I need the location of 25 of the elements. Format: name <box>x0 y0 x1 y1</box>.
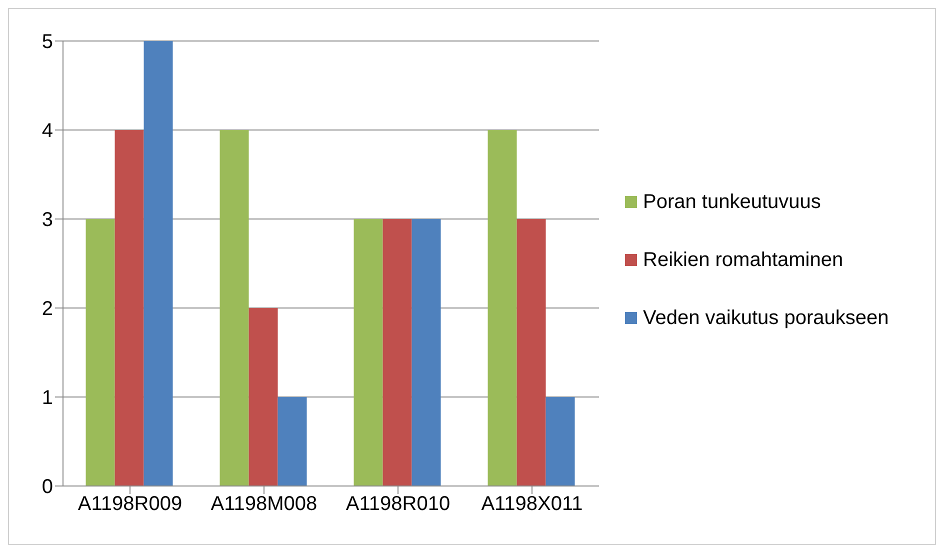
bar <box>488 130 517 486</box>
y-tick-label: 1 <box>42 387 53 410</box>
legend-label: Veden vaikutus poraukseen <box>643 306 889 330</box>
bar <box>546 397 575 486</box>
bar <box>412 219 441 486</box>
x-tick-label: A1198X011 <box>481 493 583 516</box>
bar <box>86 219 115 486</box>
bar <box>354 219 383 486</box>
y-tick-label: 4 <box>42 120 53 142</box>
bar <box>278 397 307 486</box>
y-tick-label: 2 <box>42 298 53 320</box>
x-tick-label: A1198R010 <box>346 493 450 516</box>
y-tick-label: 0 <box>42 476 53 498</box>
bar <box>144 41 173 486</box>
y-tick-label: 3 <box>42 209 53 232</box>
bar <box>220 130 249 486</box>
bar <box>382 219 412 486</box>
y-tick-label: 5 <box>42 31 53 54</box>
bar <box>248 308 278 486</box>
x-tick-label: A1198R009 <box>78 493 182 516</box>
bar <box>114 130 144 486</box>
bar <box>516 219 546 486</box>
legend-label: Reikien romahtaminen <box>643 248 844 272</box>
legend-label: Poran tunkeutuvuus <box>643 190 821 214</box>
x-tick-label: A1198M008 <box>210 493 318 516</box>
